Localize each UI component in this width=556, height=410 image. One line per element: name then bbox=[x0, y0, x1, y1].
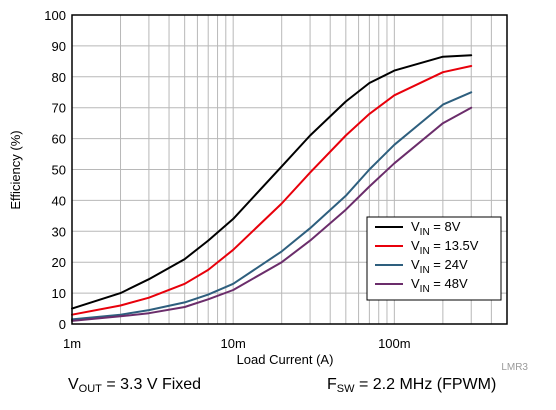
y-tick-label: 90 bbox=[52, 39, 66, 54]
y-tick-label: 60 bbox=[52, 132, 66, 147]
fsw-caption: FSW = 2.2 MHz (FPWM) bbox=[327, 376, 496, 395]
vout-prefix: V bbox=[68, 376, 79, 393]
plot-frame bbox=[71, 14, 508, 325]
fsw-prefix: F bbox=[327, 376, 337, 393]
legend-label-sub: IN bbox=[420, 265, 430, 276]
vout-sub: OUT bbox=[78, 383, 102, 395]
y-tick-label: 20 bbox=[52, 255, 66, 270]
legend-label-sub: IN bbox=[420, 227, 430, 238]
legend-label-suffix: = 48V bbox=[430, 276, 468, 291]
vout-suffix: = 3.3 V Fixed bbox=[101, 376, 202, 393]
legend-box bbox=[366, 216, 502, 301]
legend-label-sub: IN bbox=[420, 246, 430, 257]
y-tick-label: 10 bbox=[52, 286, 66, 301]
legend-label-suffix: = 8V bbox=[430, 219, 461, 234]
series-layer bbox=[71, 54, 473, 322]
legend-label: VIN = 48V bbox=[411, 276, 468, 295]
y-tick-label: 100 bbox=[44, 8, 66, 23]
series-line bbox=[71, 54, 473, 310]
legend-label-suffix: = 13.5V bbox=[430, 238, 479, 253]
x-tick-label: 100m bbox=[378, 336, 411, 351]
fsw-sub: SW bbox=[336, 383, 355, 395]
y-tick-label: 0 bbox=[59, 317, 66, 332]
watermark-label: LMR3 bbox=[501, 362, 528, 370]
x-tick-label: 1m bbox=[63, 336, 81, 351]
series-line bbox=[71, 91, 473, 321]
x-tick-label: 10m bbox=[221, 336, 246, 351]
y-tick-label: 40 bbox=[52, 193, 66, 208]
y-axis-label: Efficiency (%) bbox=[8, 130, 23, 209]
x-axis-label: Load Current (A) bbox=[237, 352, 334, 367]
y-tick-label: 50 bbox=[52, 163, 66, 178]
efficiency-chart: 0 10 20 30 40 50 60 70 80 90 100 1m 10m 100m Load Cur… bbox=[8, 8, 528, 370]
plot-border bbox=[71, 14, 508, 325]
vout-caption: VOUT = 3.3 V Fixed bbox=[68, 376, 201, 395]
legend-label: VIN = 8V bbox=[411, 219, 461, 238]
legend-label-prefix: V bbox=[411, 257, 420, 272]
series-line bbox=[71, 106, 473, 322]
y-tick-label: 70 bbox=[52, 101, 66, 116]
y-tick-label: 30 bbox=[52, 224, 66, 239]
legend-label-prefix: V bbox=[411, 276, 420, 291]
fsw-suffix: = 2.2 MHz (FPWM) bbox=[354, 376, 497, 393]
y-tick-label: 80 bbox=[52, 70, 66, 85]
series-line bbox=[71, 65, 473, 316]
legend-label-prefix: V bbox=[411, 238, 420, 253]
legend-label-prefix: V bbox=[411, 219, 420, 234]
legend-label: VIN = 24V bbox=[411, 257, 468, 276]
legend-label-sub: IN bbox=[420, 284, 430, 295]
legend-label-suffix: = 24V bbox=[430, 257, 468, 272]
legend-label: VIN = 13.5V bbox=[411, 238, 479, 257]
tick-labels: 0 10 20 30 40 50 60 70 80 90 100 1m 10m 100m bbox=[44, 8, 410, 351]
